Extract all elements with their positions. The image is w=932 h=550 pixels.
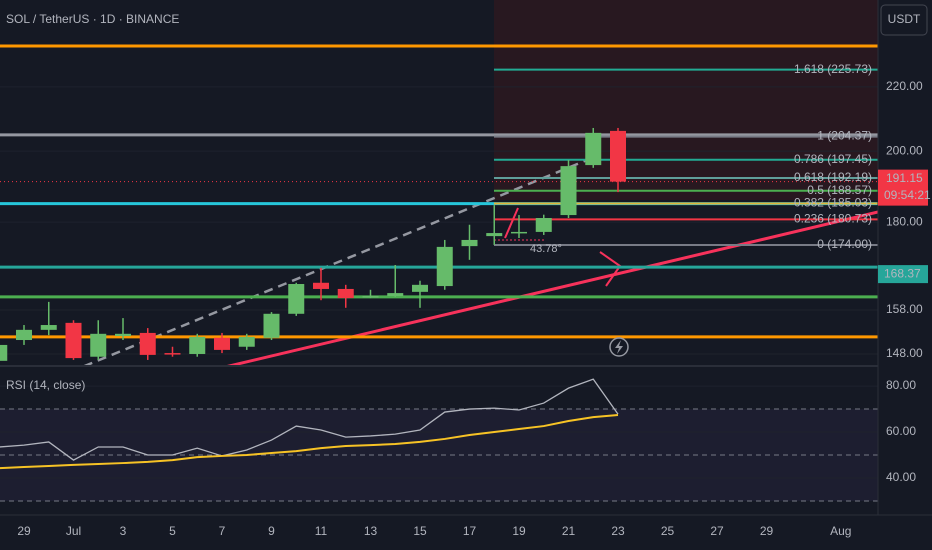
currency-button-label[interactable]: USDT (888, 12, 921, 26)
date-range-highlight (494, 0, 878, 200)
candle-body (535, 218, 552, 232)
rsi-band (0, 409, 878, 501)
candle-body (65, 322, 82, 359)
y-tick-label: 158.00 (886, 302, 923, 316)
y-tick-label: 200.00 (886, 143, 923, 157)
x-tick-label: 5 (169, 524, 176, 538)
fib-label: 0.618 (192.19) (794, 170, 872, 184)
trend-support (226, 210, 878, 365)
x-tick-label: 29 (17, 524, 31, 538)
fib-label: 0.5 (188.57) (807, 183, 872, 197)
candle-body (189, 336, 206, 354)
rsi-line (0, 414, 619, 470)
y-tick-label: 220.00 (886, 79, 923, 93)
candle-body (412, 284, 428, 292)
overlay: SOL / TetherUS · 1D · BINANCE USDT 43.78… (6, 4, 931, 538)
candle-body (337, 288, 354, 299)
countdown: 09:54:21 (884, 188, 931, 202)
last-price-label: 191.15 (886, 171, 923, 185)
price-pane: 1.618 (225.73) 1 (204.37) 0.786 (197.45) 0.… (0, 44, 878, 365)
rsi-line (0, 378, 619, 461)
candle-body (238, 336, 255, 347)
currency-button[interactable] (880, 4, 928, 36)
x-tick-label: 11 (315, 524, 328, 538)
price-label-box (878, 265, 928, 284)
y-tick-label: 60.00 (886, 424, 916, 438)
candle-body (560, 166, 577, 216)
y-tick-label: 80.00 (886, 378, 916, 392)
x-tick-label: 21 (562, 524, 576, 538)
symbol-title: SOL / TetherUS · 1D · BINANCE (6, 12, 179, 26)
candle-body (288, 284, 305, 314)
x-tick-label: 17 (463, 524, 477, 538)
angle-label: 43.78° (530, 243, 562, 255)
fib-label: 0.382 (185.03) (794, 196, 872, 210)
x-tick-label: 23 (611, 524, 625, 538)
candle-body (436, 246, 453, 287)
candle-body (362, 296, 379, 298)
x-tick-label: Jul (66, 524, 81, 538)
x-tick-label: 19 (512, 524, 526, 538)
x-tick-label: 3 (120, 524, 127, 538)
candle-body (585, 132, 602, 166)
candle-body (263, 313, 280, 338)
price-label: 168.37 (884, 266, 921, 280)
rsi-pane (0, 378, 878, 502)
y-tick-label: 180.00 (886, 214, 923, 228)
fib-label: 1 (204.37) (817, 129, 872, 143)
candle-body (486, 233, 503, 237)
x-tick-label: Aug (830, 524, 851, 538)
candle-body (461, 239, 478, 247)
candle-body (214, 337, 230, 350)
x-tick-label: 9 (268, 524, 275, 538)
fib-label: 1.618 (225.73) (794, 62, 872, 76)
y-tick-label: 148.00 (886, 346, 923, 360)
candle-body (164, 353, 181, 355)
rsi-title: RSI (14, close) (6, 378, 85, 392)
candle-body (90, 333, 107, 357)
candle-body (139, 332, 156, 355)
candle-body (40, 325, 57, 330)
event-icon-glyph (615, 340, 623, 354)
x-tick-label: 25 (661, 524, 675, 538)
candle-body (313, 282, 329, 289)
x-tick-label: 13 (364, 524, 378, 538)
candle-body (16, 329, 32, 341)
candle-body (387, 293, 404, 297)
candle-body (511, 231, 527, 234)
fib-label: 0 (174.00) (817, 237, 872, 251)
candle-body (0, 344, 8, 361)
x-tick-label: 27 (710, 524, 724, 538)
x-tick-label: 7 (219, 524, 226, 538)
candle-body (610, 130, 626, 182)
fib-label: 0.786 (197.45) (794, 152, 872, 166)
x-tick-label: 15 (413, 524, 427, 538)
y-tick-label: 40.00 (886, 470, 916, 484)
arrow-mark (504, 207, 519, 239)
x-tick-label: 29 (760, 524, 774, 538)
fib-label: 0.236 (180.73) (794, 212, 872, 226)
last-price-box (878, 169, 928, 206)
candle-body (115, 333, 131, 337)
